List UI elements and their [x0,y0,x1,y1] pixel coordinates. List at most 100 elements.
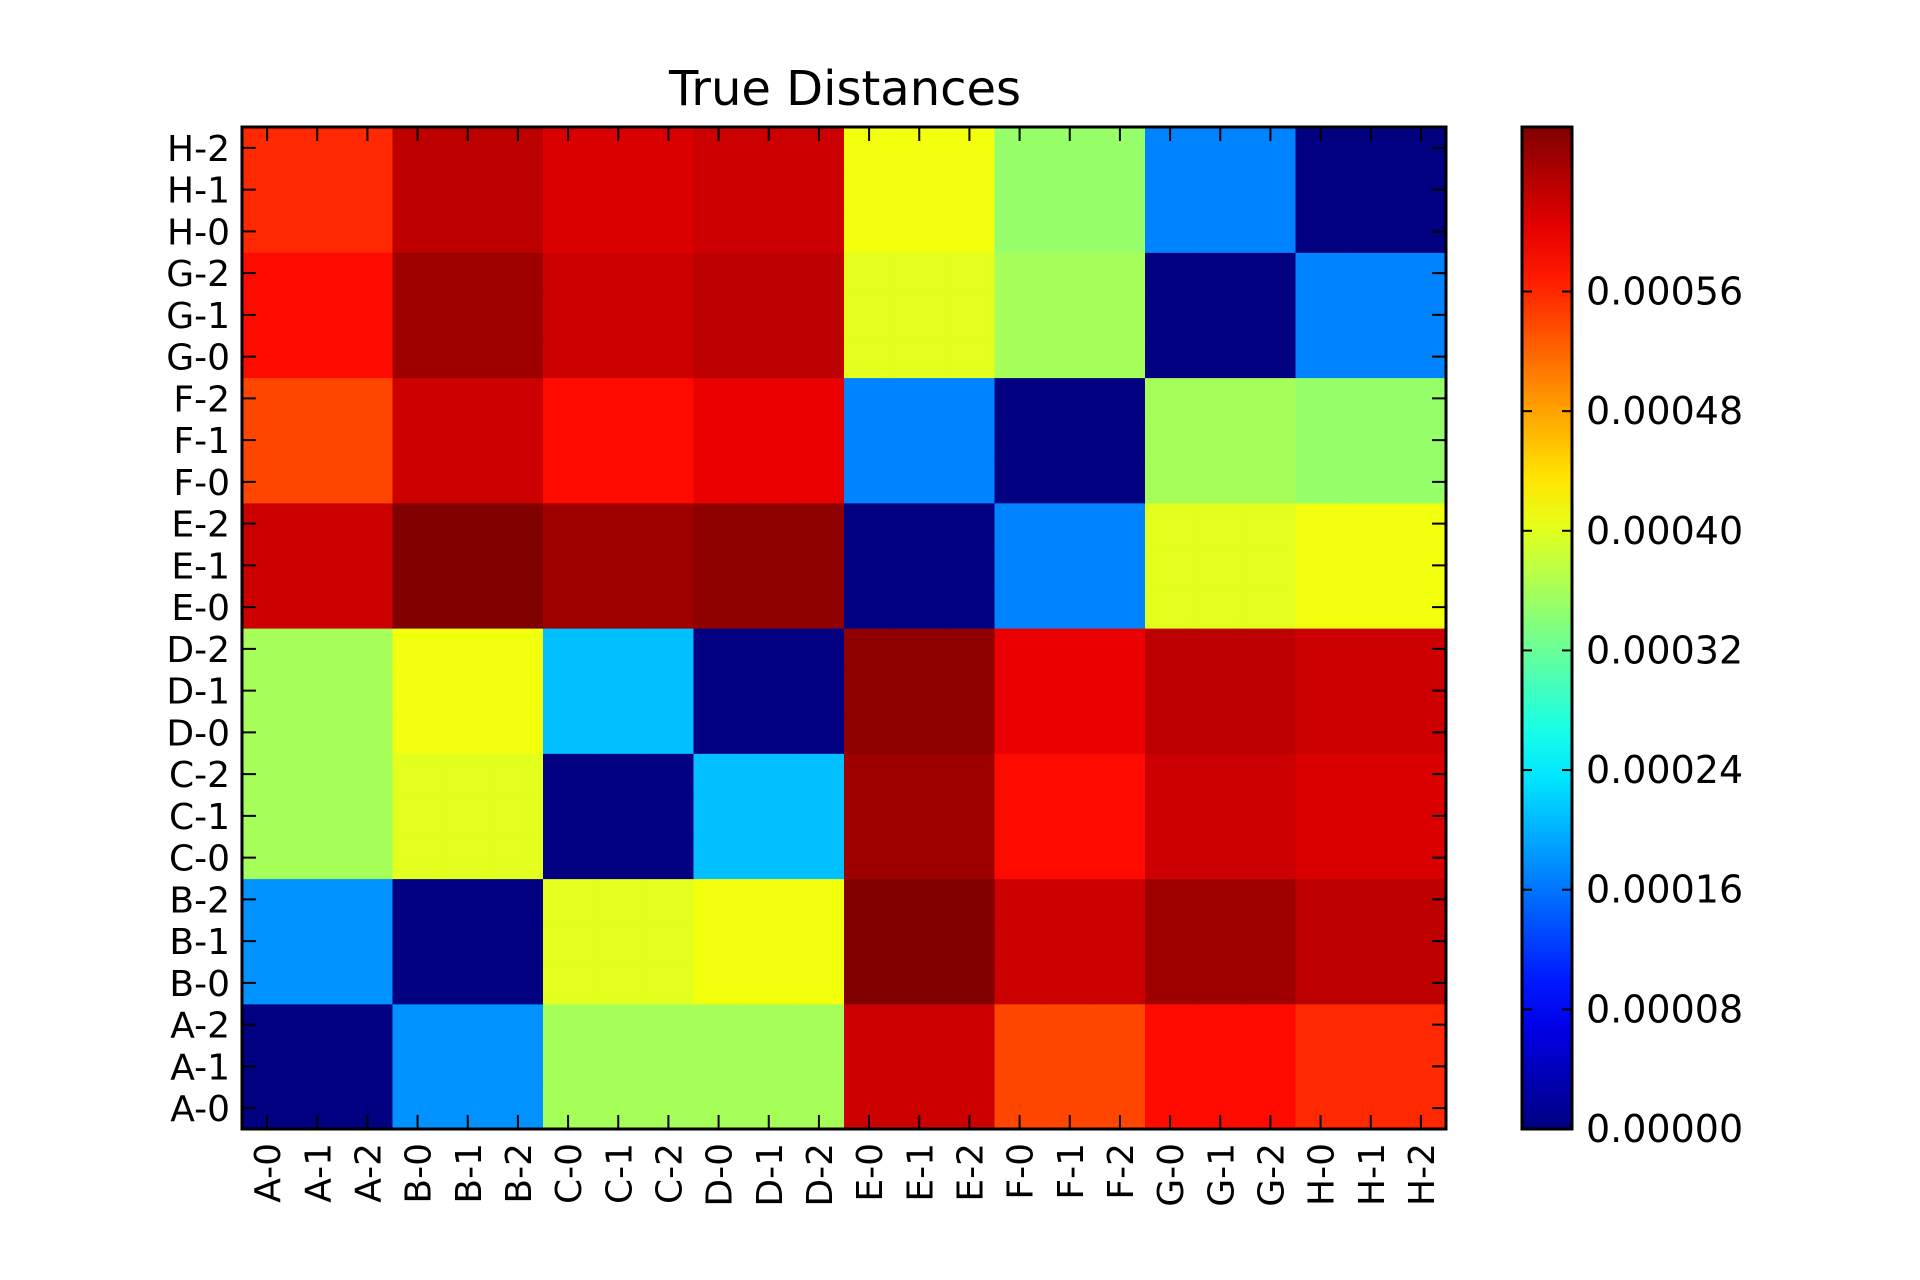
heatmap-cell [844,377,895,420]
heatmap-cell [643,502,695,546]
heatmap-cell [593,252,644,295]
heatmap-cell [292,210,343,253]
heatmap-cell [1345,669,1397,713]
heatmap-cell [693,878,745,921]
heatmap-cell [643,586,695,629]
x-tick-label: H-1 [1352,1143,1393,1206]
y-tick-label: C-0 [169,839,230,880]
x-tick-label: B-2 [499,1143,540,1204]
heatmap-cell [392,836,444,880]
y-tick-label: G-2 [166,254,230,295]
x-tick-label: C-2 [649,1143,690,1204]
heatmap-cell [643,711,695,754]
heatmap-cell [1345,1045,1397,1088]
heatmap-cell [793,1003,845,1047]
heatmap-cell [442,544,494,587]
heatmap-cell [944,168,996,212]
heatmap-cell [442,669,494,713]
heatmap-cell [844,962,895,1005]
heatmap-cell [442,711,494,754]
heatmap-cell [793,294,845,337]
heatmap-cell [292,168,343,212]
heatmap-cell [1044,377,1096,420]
heatmap-cell [844,628,895,671]
heatmap-cell [844,168,895,212]
heatmap-cell [1245,210,1297,253]
x-tick-labels: A-0 A-1 A-2 B-0 B-1 B-2 C-0 C-1 C-2 D-0 D-1 D-2 E-0 E… [248,1143,1443,1207]
heatmap-cell [1195,252,1246,295]
heatmap-cell [593,1045,644,1088]
heatmap-cell [392,294,444,337]
heatmap-cell [693,962,745,1005]
heatmap-cell [1044,335,1096,379]
heatmap-cell [643,294,695,337]
heatmap-cell [994,878,1046,921]
heatmap-cell [1245,753,1297,796]
heatmap-cell [844,419,895,462]
heatmap-cell [693,377,745,420]
heatmap-cell [1195,1045,1246,1088]
heatmap-cell [492,669,544,713]
heatmap-cell [894,795,945,838]
heatmap-cell [1195,419,1246,462]
heatmap-cell [1345,168,1397,212]
heatmap-cell [1094,586,1146,629]
heatmap-cell [894,920,945,963]
heatmap-cell [1295,252,1347,295]
heatmap-cell [292,1045,343,1088]
heatmap-cell [793,836,845,880]
heatmap-cell [1345,878,1397,921]
heatmap-cell [1345,252,1397,295]
heatmap-cell [593,962,644,1005]
heatmap-cell [392,419,444,462]
heatmap-cell [1094,419,1146,462]
heatmap-cell [944,1045,996,1088]
heatmap-cell [693,502,745,546]
heatmap-cell [1245,502,1297,546]
heatmap-cell [693,795,745,838]
heatmap-cell [1195,628,1246,671]
heatmap-cell [342,1045,394,1088]
heatmap-cell [442,962,494,1005]
heatmap-cell [1195,461,1246,504]
heatmap-cell [1295,461,1347,504]
heatmap-cell [492,168,544,212]
heatmap-cell [492,502,544,546]
heatmap-cell [894,502,945,546]
heatmap-cell [844,502,895,546]
heatmap-cell [342,210,394,253]
y-tick-label: D-0 [166,713,230,754]
heatmap-cell [1094,753,1146,796]
x-tick-label: C-1 [599,1143,640,1204]
heatmap-cell [944,544,996,587]
heatmap-cell [1245,377,1297,420]
heatmap-cell [944,836,996,880]
heatmap-cell [693,335,745,379]
heatmap-cell [944,628,996,671]
heatmap-cell [1295,753,1347,796]
heatmap-cell [1295,419,1347,462]
heatmap-cell [1345,628,1397,671]
heatmap-cell [944,335,996,379]
colorbar-tick-label: 0.00024 [1586,748,1743,792]
heatmap-cell [1345,210,1397,253]
x-tick-label: F-2 [1101,1143,1142,1200]
heatmap-cell [593,753,644,796]
colorbar-tick-label: 0.00056 [1586,270,1743,314]
heatmap-cell [743,1045,795,1088]
heatmap-cell [793,586,845,629]
heatmap-cell [392,586,444,629]
y-tick-label: E-1 [171,546,230,587]
heatmap-cell [292,252,343,295]
x-tick-label: B-1 [449,1143,490,1204]
heatmap-cell [693,1045,745,1088]
heatmap-cell [1245,878,1297,921]
heatmap-cell [593,210,644,253]
heatmap-cell [894,586,945,629]
y-tick-label: H-0 [167,212,230,253]
heatmap-cell [1044,586,1096,629]
heatmap-cell [292,878,343,921]
heatmap-cell [492,377,544,420]
heatmap-cell [1345,586,1397,629]
heatmap-cell [342,502,394,546]
